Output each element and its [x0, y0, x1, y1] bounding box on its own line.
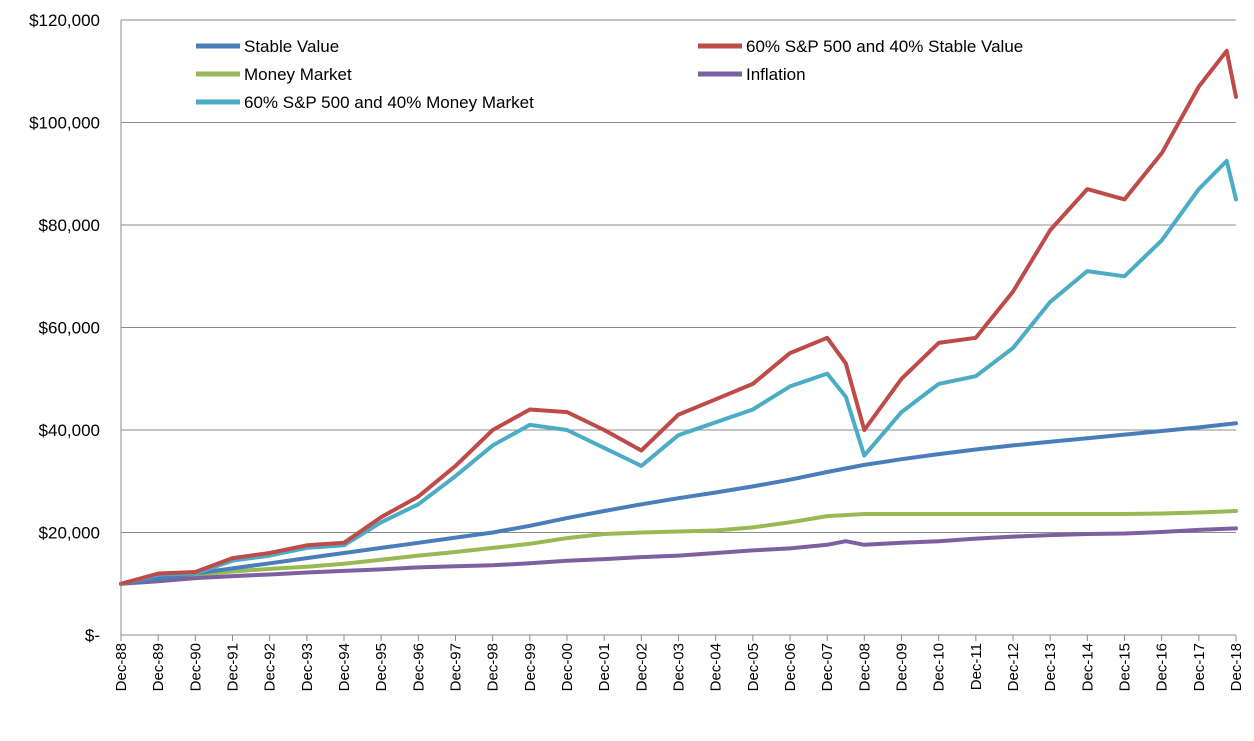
x-tick-label: Dec-05	[745, 643, 762, 691]
x-tick-label: Dec-14	[1079, 643, 1096, 691]
x-tick-label: Dec-89	[150, 643, 167, 691]
legend-label: Inflation	[746, 65, 806, 84]
x-tick-label: Dec-93	[299, 643, 316, 691]
x-tick-label: Dec-95	[373, 643, 390, 691]
x-tick-label: Dec-96	[410, 643, 427, 691]
x-tick-label: Dec-07	[819, 643, 836, 691]
y-tick-label: $20,000	[39, 524, 100, 543]
x-tick-label: Dec-92	[262, 643, 279, 691]
y-tick-label: $60,000	[39, 319, 100, 338]
x-tick-label: Dec-10	[931, 643, 948, 691]
x-tick-label: Dec-97	[448, 643, 465, 691]
x-tick-label: Dec-08	[856, 643, 873, 691]
legend-label: Stable Value	[244, 37, 339, 56]
y-tick-label: $-	[85, 626, 100, 645]
legend: Stable Value 60% S&P 500 and 40% Stable V…	[196, 37, 1023, 112]
legend-label: 60% S&P 500 and 40% Money Market	[244, 93, 534, 112]
x-tick-label: Dec-15	[1117, 643, 1134, 691]
x-tick-label: Dec-94	[336, 643, 353, 691]
y-tick-label: $40,000	[39, 421, 100, 440]
x-tick-label: Dec-16	[1154, 643, 1171, 691]
x-tick-label: Dec-09	[894, 643, 911, 691]
x-tick-label: Dec-18	[1228, 643, 1245, 691]
x-tick-label: Dec-00	[559, 643, 576, 691]
series-line	[119, 509, 1238, 586]
x-tick-label: Dec-90	[187, 643, 204, 691]
x-tick-label: Dec-12	[1005, 643, 1022, 691]
y-tick-label: $120,000	[29, 11, 100, 30]
x-tick-label: Dec-98	[485, 643, 502, 691]
x-tick-label: Dec-06	[782, 643, 799, 691]
series-lines	[119, 48, 1238, 586]
series-line	[119, 526, 1238, 586]
x-tick-label: Dec-03	[671, 643, 688, 691]
x-tick-label: Dec-11	[968, 643, 985, 690]
x-tick-label: Dec-02	[633, 643, 650, 691]
series-line	[119, 158, 1238, 586]
y-tick-label: $100,000	[29, 114, 100, 133]
x-tick-label: Dec-17	[1191, 643, 1208, 691]
x-tick-label: Dec-91	[225, 643, 242, 691]
y-tick-label: $80,000	[39, 216, 100, 235]
y-tick-labels: $- $20,000 $40,000 $60,000 $80,000 $100,000 $1…	[29, 11, 100, 645]
axes	[120, 20, 1237, 641]
x-tick-label: Dec-99	[522, 643, 539, 691]
legend-label: Money Market	[244, 65, 352, 84]
x-tick-label: Dec-01	[596, 643, 613, 691]
x-tick-label: Dec-88	[113, 643, 130, 691]
x-tick-label: Dec-13	[1042, 643, 1059, 691]
x-tick-labels: Dec-88 Dec-89 Dec-90 Dec-91 Dec-92 Dec-93 Dec-…	[113, 643, 1245, 691]
gridlines	[121, 19, 1236, 533]
x-tick-label: Dec-04	[708, 643, 725, 691]
legend-label: 60% S&P 500 and 40% Stable Value	[746, 37, 1023, 56]
series-line	[119, 421, 1238, 586]
series-line	[119, 48, 1238, 586]
